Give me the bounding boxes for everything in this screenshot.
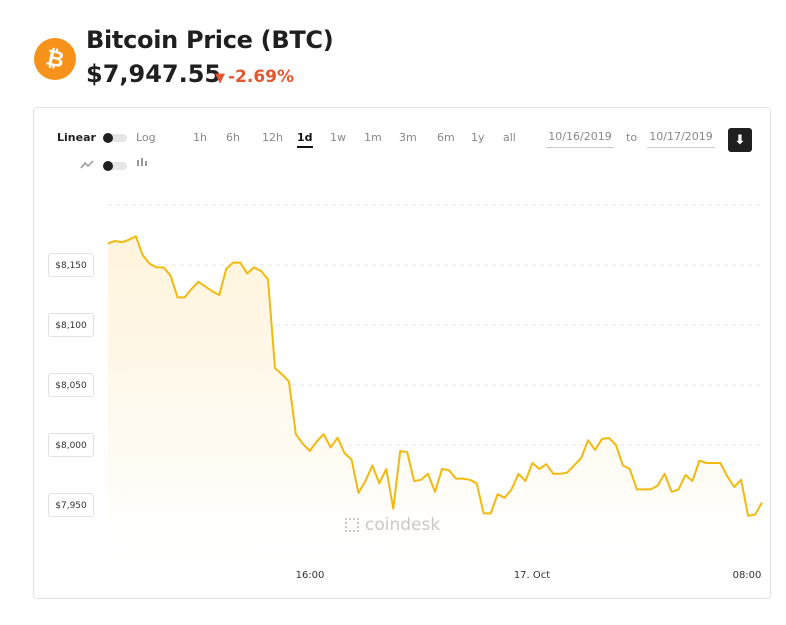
y-tick-label: $7,950 (48, 493, 94, 517)
price-change: ▼ -2.69% (215, 67, 294, 87)
x-tick-label: 08:00 (732, 570, 762, 581)
line-chart-icon[interactable] (80, 160, 94, 170)
x-tick-label: 16:00 (295, 570, 325, 581)
range-button-1d[interactable]: 1d (297, 131, 313, 148)
date-to-input[interactable]: 10/17/2019 (647, 127, 715, 148)
price-area (108, 236, 762, 560)
range-button-1m[interactable]: 1m (364, 131, 382, 144)
range-button-1y[interactable]: 1y (471, 131, 485, 144)
range-button-all[interactable]: all (503, 131, 516, 144)
range-button-1h[interactable]: 1h (193, 131, 207, 144)
range-button-1w[interactable]: 1w (330, 131, 346, 144)
scale-toggle[interactable] (103, 133, 127, 143)
y-tick-label: $8,000 (48, 433, 94, 457)
range-button-6h[interactable]: 6h (226, 131, 240, 144)
download-icon: ⬇ (734, 132, 746, 148)
down-triangle-icon: ▼ (215, 71, 225, 86)
download-button[interactable]: ⬇ (728, 128, 752, 152)
range-button-6m[interactable]: 6m (437, 131, 455, 144)
coindesk-watermark: coindesk (345, 515, 440, 535)
chart-type-toggle[interactable] (103, 161, 127, 171)
y-tick-label: $8,050 (48, 373, 94, 397)
y-tick-label: $8,150 (48, 253, 94, 277)
date-from-input[interactable]: 10/16/2019 (546, 127, 614, 148)
y-tick-label: $8,100 (48, 313, 94, 337)
date-to-label: to (626, 131, 638, 144)
bitcoin-logo-icon: ₿ (34, 38, 76, 80)
range-button-3m[interactable]: 3m (399, 131, 417, 144)
candlestick-icon[interactable] (136, 157, 148, 169)
price-change-value: -2.69% (228, 67, 295, 87)
current-price: $7,947.55 (86, 60, 222, 88)
scale-log-label: Log (136, 131, 156, 144)
range-button-12h[interactable]: 12h (262, 131, 283, 144)
x-tick-label: 17. Oct (513, 570, 551, 581)
price-line (107, 235, 763, 517)
coindesk-logo-icon (345, 518, 359, 532)
page-title: Bitcoin Price (BTC) (86, 26, 334, 54)
scale-linear-label: Linear (57, 131, 96, 144)
